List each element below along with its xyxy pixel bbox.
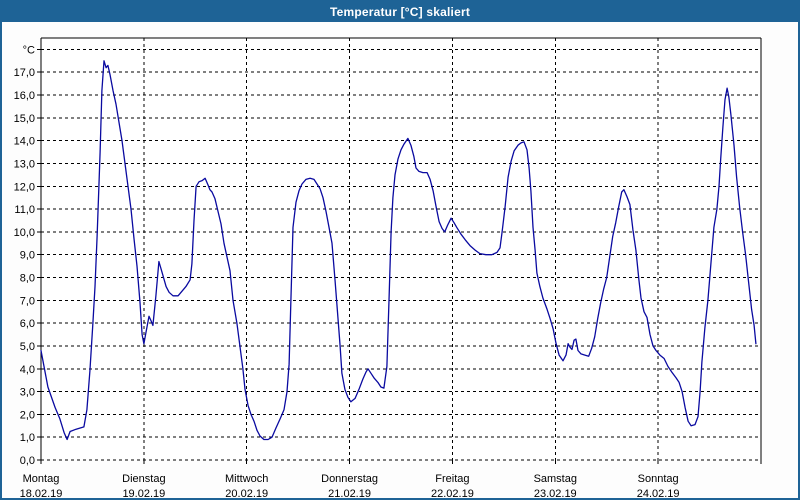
- y-tick-label: 11,0: [14, 204, 35, 216]
- y-tick-label: 13,0: [14, 158, 35, 170]
- y-tick-label: 3,0: [20, 387, 35, 399]
- y-tick-label: 7,0: [20, 295, 35, 307]
- y-tick-label: 17,0: [14, 67, 35, 79]
- day-name-label: Samstag: [534, 473, 577, 485]
- day-date-label: 19.02.19: [122, 488, 165, 498]
- day-date-label: 23.02.19: [534, 488, 577, 498]
- y-tick-label: 10,0: [14, 227, 35, 239]
- day-date-label: 21.02.19: [328, 488, 371, 498]
- day-name-label: Freitag: [435, 473, 469, 485]
- y-tick-label: 2,0: [20, 409, 35, 421]
- day-name-label: Donnerstag: [321, 473, 378, 485]
- day-name-label: Montag: [23, 473, 60, 485]
- day-date-label: 18.02.19: [20, 488, 63, 498]
- y-tick-label: 14,0: [14, 136, 35, 148]
- chart-area: 0,0 1,0 2,0 3,0 4,0 5,0 6,0 7,0 8,0 9,0 10,0 11,0 12…: [2, 22, 798, 498]
- y-tick-label: 4,0: [20, 364, 35, 376]
- day-date-label: 20.02.19: [225, 488, 268, 498]
- temperature-line: [40, 60, 757, 441]
- y-axis-unit-label: °C: [23, 44, 35, 56]
- y-tick-label: 12,0: [14, 181, 35, 193]
- y-tick-label: 9,0: [20, 250, 35, 262]
- window-title: Temperatur [°C] skaliert: [329, 5, 471, 19]
- y-tick-label: 0,0: [20, 455, 35, 467]
- temperature-chart: 0,0 1,0 2,0 3,0 4,0 5,0 6,0 7,0 8,0 9,0 10,0 11,0 12…: [14, 37, 762, 498]
- y-tick-label: 8,0: [20, 273, 35, 285]
- day-name-label: Mittwoch: [225, 473, 268, 485]
- day-date-label: 24.02.19: [637, 488, 680, 498]
- day-name-label: Sonntag: [638, 473, 679, 485]
- y-tick-label: 16,0: [14, 90, 35, 102]
- y-tick-label: 6,0: [20, 318, 35, 330]
- day-name-label: Dienstag: [122, 473, 165, 485]
- y-tick-label: 15,0: [14, 113, 35, 125]
- y-tick-label: 5,0: [20, 341, 35, 353]
- title-bar: Temperatur [°C] skaliert: [2, 2, 798, 22]
- y-tick-label: 1,0: [20, 432, 35, 444]
- plot-background: [41, 38, 761, 460]
- day-date-label: 22.02.19: [431, 488, 474, 498]
